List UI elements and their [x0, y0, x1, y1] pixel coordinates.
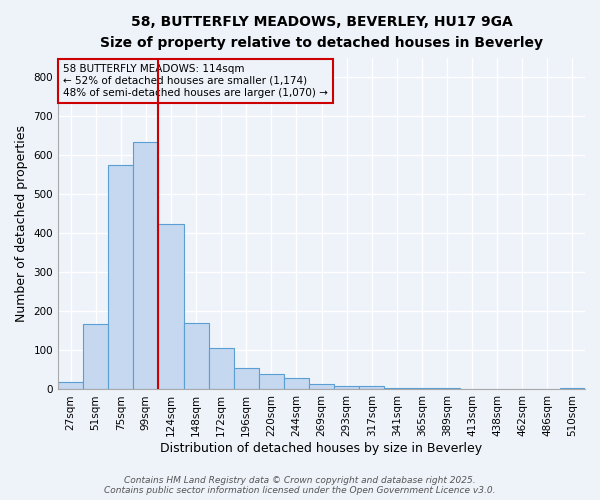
Bar — [108, 165, 133, 390]
Bar — [209, 348, 233, 390]
Bar — [359, 386, 384, 390]
Bar — [233, 368, 259, 390]
Bar — [58, 382, 83, 390]
Bar — [434, 388, 460, 390]
Bar — [560, 388, 585, 390]
Bar — [184, 323, 209, 390]
Text: 58 BUTTERFLY MEADOWS: 114sqm
← 52% of detached houses are smaller (1,174)
48% of: 58 BUTTERFLY MEADOWS: 114sqm ← 52% of de… — [64, 64, 328, 98]
Bar — [158, 224, 184, 390]
Bar — [133, 142, 158, 390]
Bar — [384, 388, 409, 390]
Y-axis label: Number of detached properties: Number of detached properties — [15, 125, 28, 322]
Bar — [83, 324, 108, 390]
Bar — [309, 384, 334, 390]
Bar — [259, 374, 284, 390]
Bar — [284, 378, 309, 390]
Bar — [409, 388, 434, 390]
Title: 58, BUTTERFLY MEADOWS, BEVERLEY, HU17 9GA
Size of property relative to detached : 58, BUTTERFLY MEADOWS, BEVERLEY, HU17 9G… — [100, 15, 543, 50]
Text: Contains HM Land Registry data © Crown copyright and database right 2025.
Contai: Contains HM Land Registry data © Crown c… — [104, 476, 496, 495]
X-axis label: Distribution of detached houses by size in Beverley: Distribution of detached houses by size … — [160, 442, 482, 455]
Bar — [334, 386, 359, 390]
Bar — [460, 388, 485, 390]
